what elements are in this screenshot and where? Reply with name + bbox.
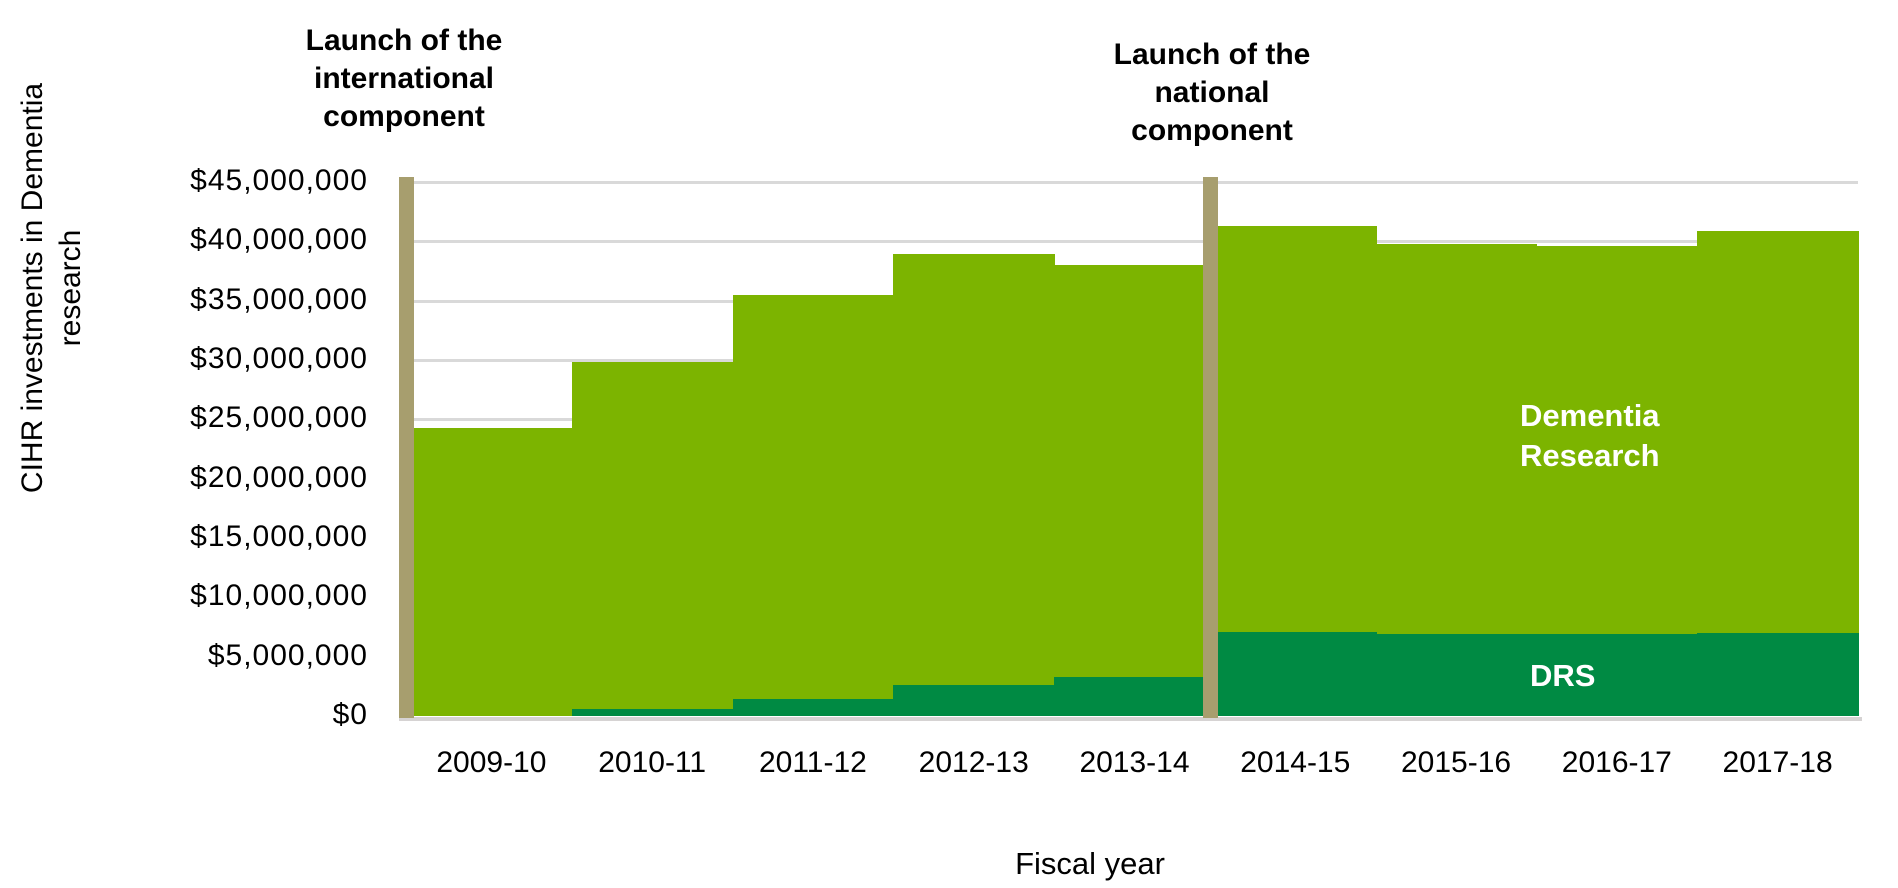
- gridline-40000000: [411, 240, 1858, 244]
- x-tick-label-2012-13: 2012-13: [918, 746, 1029, 779]
- x-tick-label-2009-10: 2009-10: [436, 746, 547, 779]
- x-tick-label-2017-18: 2017-18: [1722, 746, 1833, 779]
- area-segment-drs-2013-14: [1054, 676, 1216, 716]
- x-tick-label-2015-16: 2015-16: [1400, 746, 1512, 779]
- y-tick-label: $35,000,000: [190, 282, 368, 316]
- annotation-launch-international: Launch of the international component: [305, 24, 503, 133]
- area-segment-drs-2015-16: [1375, 634, 1538, 716]
- y-tick-label: $45,000,000: [190, 164, 368, 198]
- x-tick-label-2014-15: 2014-15: [1240, 746, 1351, 779]
- series-label-dementia-research: Dementia Research: [1520, 398, 1660, 473]
- x-axis-title: Fiscal year: [1015, 846, 1165, 881]
- gridline-45000000: [411, 181, 1858, 185]
- y-tick-label: $5,000,000: [207, 638, 368, 672]
- y-tick-label: $0: [332, 698, 368, 731]
- area-segment-dementia-2009-10: [411, 427, 573, 716]
- y-tick-label: $15,000,000: [190, 520, 368, 553]
- x-tick-label-2016-17: 2016-17: [1561, 746, 1672, 779]
- area-segment-drs-2017-18: [1697, 632, 1859, 716]
- y-tick-label: $10,000,000: [190, 579, 368, 613]
- event-bar-international-launch: [399, 177, 414, 718]
- y-tick-label: $25,000,000: [190, 401, 368, 435]
- area-segment-drs-2016-17: [1536, 634, 1699, 716]
- annotation-launch-national: Launch of the national component: [1113, 38, 1311, 147]
- x-tick-label-2013-14: 2013-14: [1079, 746, 1190, 779]
- x-axis-line: [399, 717, 1862, 721]
- area-segment-dementia-2012-13: [893, 254, 1056, 716]
- area-segment-dementia-2013-14: [1054, 265, 1216, 716]
- area-segment-drs-2012-13: [893, 685, 1056, 716]
- area-segment-drs-2014-15: [1214, 631, 1377, 716]
- x-tick-label-2011-12: 2011-12: [758, 746, 867, 779]
- area-segment-dementia-2011-12: [732, 294, 895, 716]
- y-tick-label: $30,000,000: [190, 342, 368, 376]
- series-label-drs: DRS: [1530, 658, 1596, 693]
- area-segment-drs-2011-12: [732, 699, 895, 716]
- y-axis-title: CIHR investments in Dementia research: [16, 82, 87, 494]
- y-tick-label: $20,000,000: [190, 460, 368, 494]
- y-tick-label: $40,000,000: [190, 223, 368, 257]
- event-bar-national-launch: [1202, 177, 1218, 718]
- area-segment-drs-2010-11: [571, 708, 734, 716]
- area-segment-dementia-2010-11: [571, 362, 734, 716]
- x-tick-label-2010-11: 2010-11: [598, 746, 707, 779]
